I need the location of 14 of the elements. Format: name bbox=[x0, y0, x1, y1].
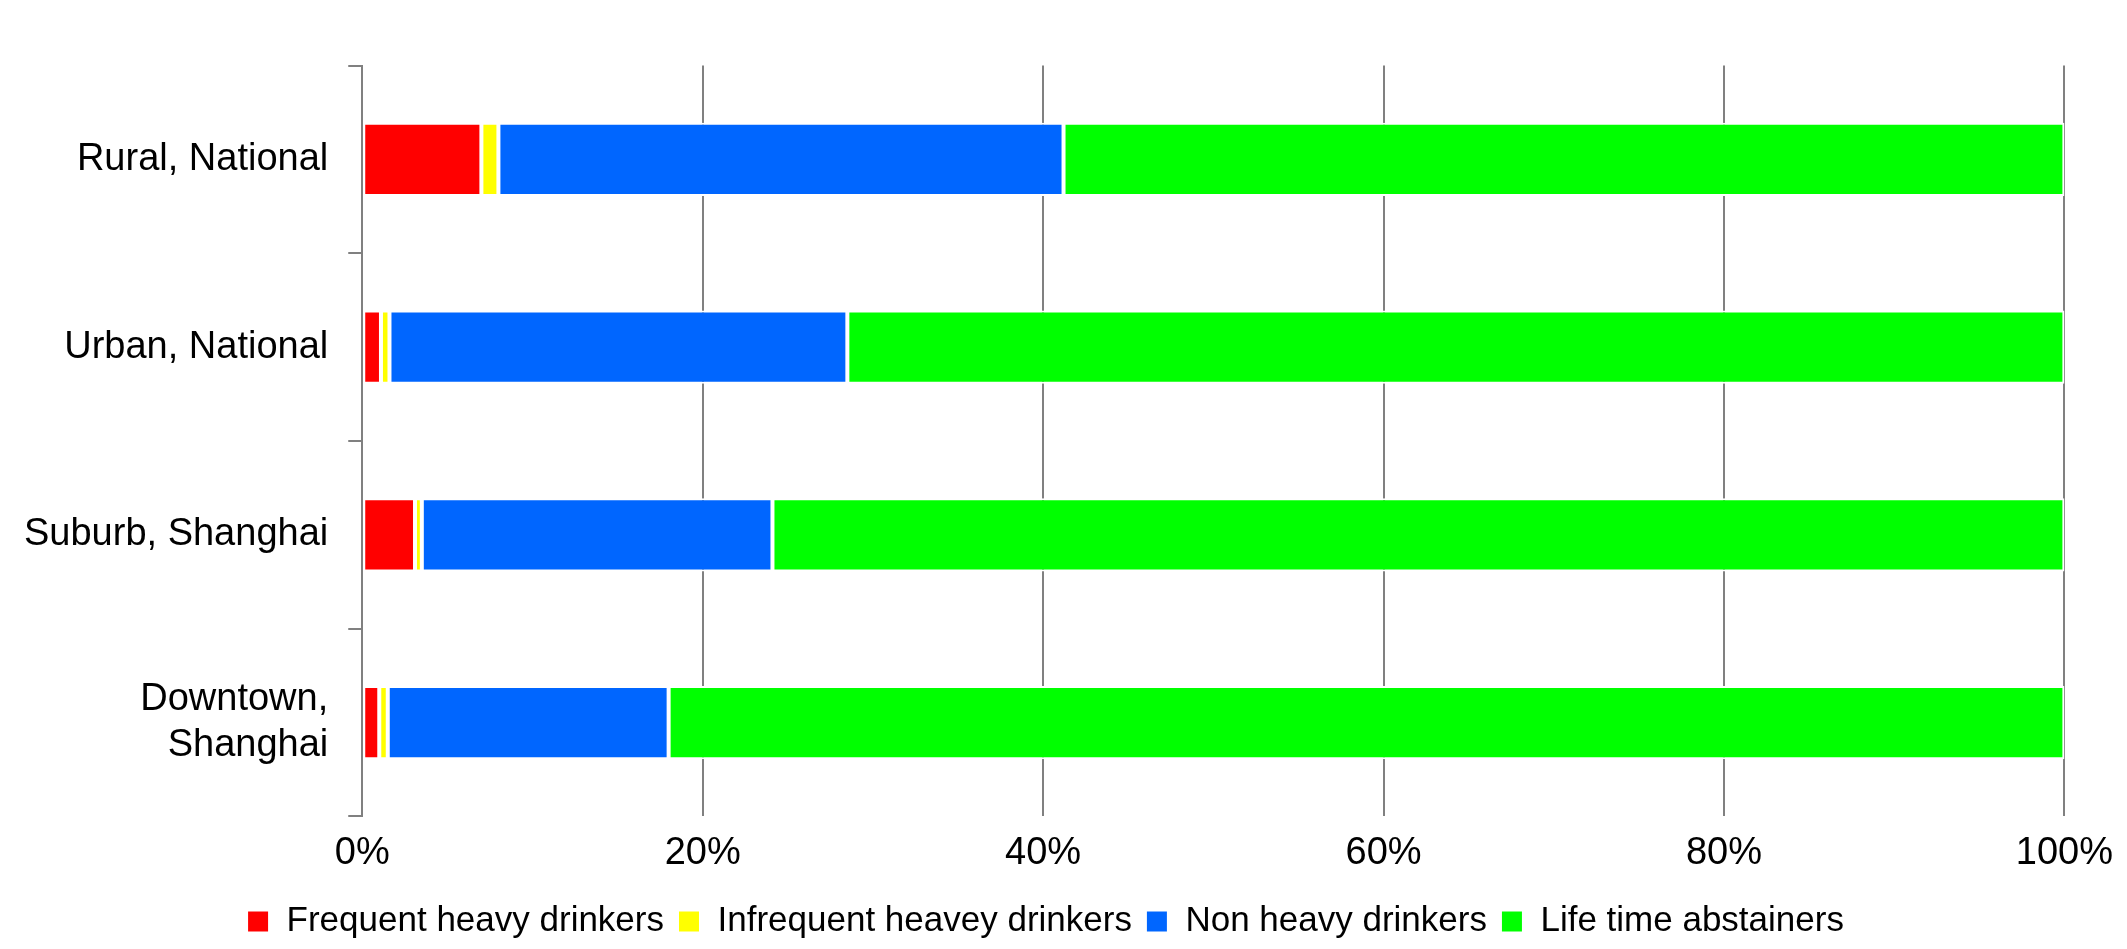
y-tick-label: Downtown, Shanghai bbox=[140, 676, 329, 764]
y-tick-label: Rural, National bbox=[76, 135, 329, 178]
x-tick-label: 80% bbox=[1685, 829, 1762, 872]
x-tick-label: 100% bbox=[2015, 829, 2114, 872]
x-tick-label: 60% bbox=[1345, 829, 1422, 872]
y-tick-label: Suburb, Shanghai bbox=[23, 511, 329, 554]
y-tick-label: Urban, National bbox=[64, 323, 329, 366]
x-tick-label: 0% bbox=[334, 829, 390, 872]
x-tick-label: 20% bbox=[664, 829, 741, 872]
legend-label: Frequent heavy drinkers bbox=[286, 899, 664, 939]
legend-label: Infrequent heavey drinkers bbox=[717, 899, 1132, 939]
x-tick-label: 40% bbox=[1005, 829, 1082, 872]
legend-label: Life time abstainers bbox=[1540, 899, 1844, 939]
legend-label: Non heavy drinkers bbox=[1185, 899, 1487, 939]
